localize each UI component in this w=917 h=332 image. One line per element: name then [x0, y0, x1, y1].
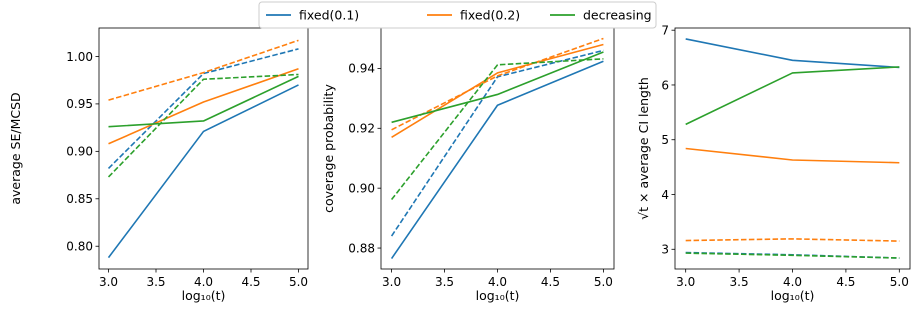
y-tick-label: 0.80	[66, 240, 93, 254]
x-tick-label: 4.0	[194, 275, 213, 289]
y-tick-label: 0.90	[348, 181, 375, 195]
x-tick-label: 3.0	[382, 275, 401, 289]
series-line-fixed-0-2-solid	[685, 147, 900, 164]
series-line-fixed-0-1-solid	[107, 84, 299, 259]
y-tick-label: 0.90	[66, 145, 93, 159]
x-tick-label: 4.5	[241, 275, 260, 289]
series-line-fixed-0-2-solid	[391, 43, 604, 138]
panel-1: 3.0 3.5 4.0 4.5 5.0 0.80 0.85 0.90 0.95 1.00 log₁₀…	[8, 27, 309, 303]
y-axis-label: √t × average CI length	[636, 77, 651, 220]
x-tick-label: 3.0	[676, 275, 695, 289]
y-tick-label: 1.00	[66, 50, 93, 64]
series-line-fixed-0-1-solid	[685, 38, 900, 69]
y-tick-label: 0.92	[348, 122, 375, 136]
x-axis-label: log₁₀(t)	[182, 288, 226, 303]
panel-2: 3.0 3.5 4.0 4.5 5.0 0.88 0.90 0.92 0.94 log₁₀(t) c…	[321, 27, 615, 303]
axes-frame	[380, 27, 615, 270]
y-tick-label: 0.94	[348, 62, 375, 76]
y-tick-label: 5	[661, 133, 669, 147]
x-tick-label: 5.0	[890, 275, 909, 289]
y-tick-label: 3	[661, 243, 669, 257]
series-line-fixed-0-1-dashed	[107, 48, 299, 169]
series-line-decreasing-dashed	[390, 58, 604, 201]
series-line-fixed-0-2-solid	[108, 68, 299, 145]
x-tick-label: 3.5	[435, 275, 454, 289]
series-line-decreasing-dashed	[107, 73, 299, 178]
y-axis-label: coverage probability	[321, 84, 336, 213]
series-line-decreasing-solid	[108, 75, 299, 128]
x-tick-label: 4.5	[836, 275, 855, 289]
axes-frame	[98, 27, 309, 270]
series-line-decreasing-solid	[391, 51, 604, 124]
x-tick-label: 3.0	[99, 275, 118, 289]
y-tick-label: 6	[661, 78, 669, 92]
y-tick-label: 4	[661, 188, 669, 202]
x-axis-label: log₁₀(t)	[771, 288, 815, 303]
legend-box	[258, 1, 657, 29]
legend: fixed(0.1) fixed(0.2) decreasing	[258, 1, 657, 29]
y-axis-label: average SE/MCSD	[8, 92, 23, 204]
x-tick-label: 5.0	[289, 275, 308, 289]
axes-frame	[674, 27, 911, 270]
x-tick-label: 3.5	[146, 275, 165, 289]
series-line-decreasing-dashed	[685, 252, 900, 259]
series-line-fixed-0-1-dashed	[390, 49, 604, 237]
x-tick-label: 4.0	[783, 275, 802, 289]
x-tick-label: 5.0	[594, 275, 613, 289]
x-tick-label: 4.0	[488, 275, 507, 289]
series-line-fixed-0-2-dashed	[685, 238, 900, 242]
series-line-fixed-0-2-dashed	[391, 37, 604, 131]
legend-label: decreasing	[583, 8, 652, 23]
x-axis-label: log₁₀(t)	[476, 288, 520, 303]
panel-3: 3.0 3.5 4.0 4.5 5.0 3 4 5 6 7 log₁₀(t) √t × average…	[636, 23, 911, 303]
y-tick-label: 0.95	[66, 97, 93, 111]
legend-label: fixed(0.2)	[460, 8, 520, 23]
x-tick-label: 3.5	[730, 275, 749, 289]
legend-label: fixed(0.1)	[299, 8, 359, 23]
series-line-fixed-0-2-dashed	[108, 39, 299, 101]
x-tick-label: 4.5	[541, 275, 560, 289]
y-tick-label: 0.85	[66, 192, 93, 206]
y-tick-label: 7	[661, 23, 669, 37]
series-line-fixed-0-1-solid	[390, 60, 604, 259]
series-line-decreasing-solid	[685, 66, 900, 126]
y-tick-label: 0.88	[348, 241, 375, 255]
